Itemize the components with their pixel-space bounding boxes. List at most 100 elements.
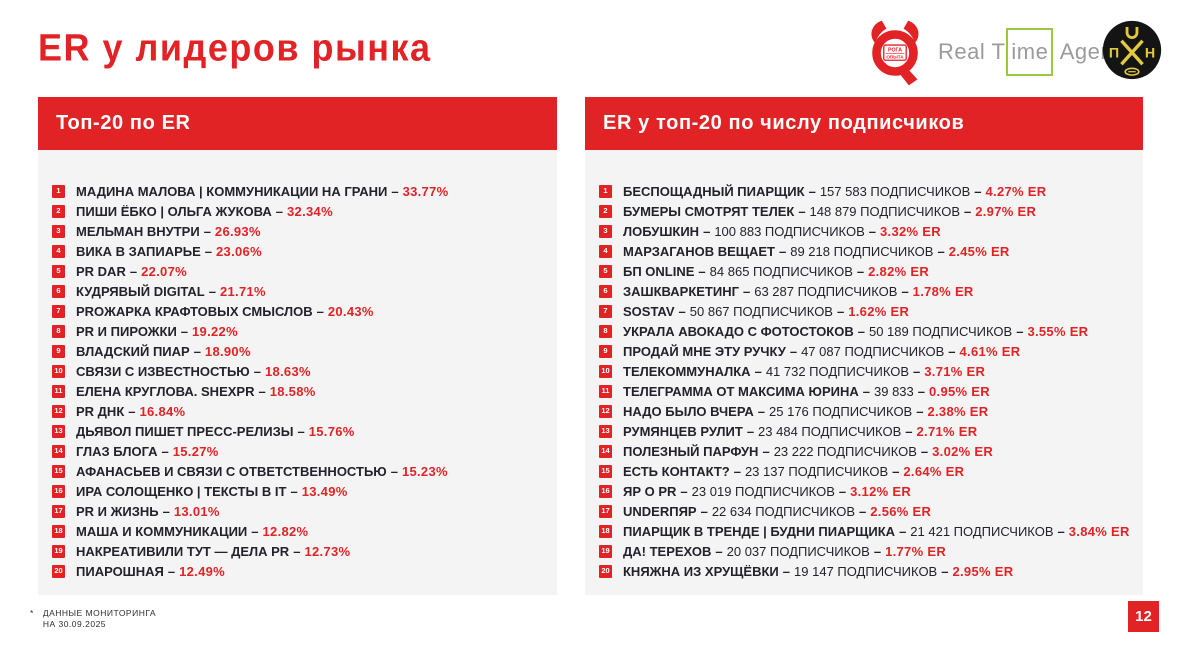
er-top20-subscribers-list: 1 БЕСПОЩАДНЫЙ ПИАРЩИК –157 583 ПОДПИСЧИКО… bbox=[585, 150, 1143, 581]
list-item: 15 ЕСТЬ КОНТАКТ? –23 137 ПОДПИСЧИКОВ –2.64… bbox=[599, 461, 1135, 481]
dash-separator: – bbox=[162, 503, 170, 519]
footnote-line1: ДАННЫЕ МОНИТОРИНГА bbox=[42, 608, 157, 618]
er-top20-subscribers-header: ER у топ-20 по числу подписчиков bbox=[585, 97, 1143, 150]
channel-name: ЗАШКВАРКЕТИНГ bbox=[623, 283, 739, 299]
rank-badge: 19 bbox=[52, 544, 65, 558]
channel-name: МЕЛЬМАН ВНУТРИ bbox=[76, 223, 200, 239]
pxn-letter-n: Н bbox=[1145, 45, 1155, 61]
rank-badge: 10 bbox=[599, 364, 612, 378]
rank-badge: 7 bbox=[52, 304, 65, 318]
top20-by-er-header: Топ-20 по ER bbox=[38, 97, 557, 150]
subscribers-count: 50 189 ПОДПИСЧИКОВ bbox=[868, 323, 1013, 339]
er-value: 3.12% ER bbox=[850, 483, 912, 499]
dash-separator: – bbox=[868, 223, 876, 239]
dash-separator: – bbox=[167, 563, 176, 579]
er-value: 18.90% bbox=[204, 343, 251, 359]
list-item-text: ТЕЛЕГРАММА ОТ МАКСИМА ЮРИНА –39 833–0.95%… bbox=[623, 384, 990, 399]
dash-separator: – bbox=[838, 483, 847, 499]
rank-badge: 6 bbox=[599, 284, 612, 298]
rank-badge: 12 bbox=[52, 404, 65, 418]
er-value: 4.27% ER bbox=[985, 183, 1047, 199]
subscribers-count: 39 833 bbox=[874, 383, 914, 399]
pxn-letter-p: П bbox=[1109, 45, 1119, 61]
rank-badge: 17 bbox=[52, 504, 65, 518]
list-item: 1 БЕСПОЩАДНЫЙ ПИАРЩИК –157 583 ПОДПИСЧИКО… bbox=[599, 181, 1135, 201]
list-item: 5 PR DAR –22.07% bbox=[52, 261, 549, 281]
channel-name: ЯР О PR bbox=[623, 483, 677, 499]
footnote-marker: * bbox=[30, 608, 34, 618]
dash-separator: – bbox=[715, 543, 723, 559]
er-value: 23.06% bbox=[216, 243, 262, 259]
dash-separator: – bbox=[391, 183, 399, 199]
er-value: 2.82% ER bbox=[868, 263, 930, 279]
er-value: 2.97% ER bbox=[975, 203, 1037, 219]
dash-separator: – bbox=[762, 443, 770, 459]
list-item: 20 КНЯЖНА ИЗ ХРУЩЁВКИ –19 147 ПОДПИСЧИКОВ… bbox=[599, 561, 1135, 581]
channel-name: НАДО БЫЛО ВЧЕРА bbox=[623, 403, 754, 419]
dash-separator: – bbox=[964, 203, 972, 219]
subscribers-count: 50 867 ПОДПИСЧИКОВ bbox=[689, 303, 833, 319]
dash-separator: – bbox=[857, 323, 865, 339]
dash-separator: – bbox=[180, 323, 189, 339]
list-item-text: НАДО БЫЛО ВЧЕРА –25 176 ПОДПИСЧИКОВ –2.38%… bbox=[623, 404, 988, 419]
er-value: 2.45% ER bbox=[948, 243, 1010, 259]
er-value: 2.64% ER bbox=[903, 463, 965, 479]
page-number-badge: 12 bbox=[1128, 601, 1159, 632]
list-item-text: УКРАЛА АВОКАДО С ФОТОСТОКОВ –50 189 ПОДПИ… bbox=[623, 324, 1088, 339]
list-item-text: МАДИНА МАЛОВА | КОММУНИКАЦИИ НА ГРАНИ –33… bbox=[76, 184, 448, 199]
list-item-text: МАША И КОММУНИКАЦИИ –12.82% bbox=[76, 524, 308, 539]
er-value: 1.62% ER bbox=[848, 303, 910, 319]
rank-badge: 14 bbox=[52, 444, 65, 458]
list-item: 10 ТЕЛЕКОММУНАЛКА –41 732 ПОДПИСЧИКОВ –3.7… bbox=[599, 361, 1135, 381]
rank-badge: 4 bbox=[52, 244, 65, 258]
list-item-text: БП ONLINE –84 865 ПОДПИСЧИКОВ –2.82% ER bbox=[623, 264, 929, 279]
rank-badge: 3 bbox=[52, 224, 65, 238]
er-value: 4.61% ER bbox=[959, 343, 1021, 359]
list-item: 8 УКРАЛА АВОКАДО С ФОТОСТОКОВ –50 189 ПОД… bbox=[599, 321, 1135, 341]
list-item-text: АФАНАСЬЕВ И СВЯЗИ С ОТВЕТСТВЕННОСТЬЮ –15.… bbox=[76, 464, 448, 479]
list-item: 19 ДА! ТЕРЕХОВ –20 037 ПОДПИСЧИКОВ –1.77% … bbox=[599, 541, 1135, 561]
dash-separator: – bbox=[836, 303, 845, 319]
channel-name: КУДРЯВЫЙ DIGITAL bbox=[76, 283, 205, 299]
subscribers-count: 22 634 ПОДПИСЧИКОВ bbox=[711, 503, 856, 519]
list-item: 16 ИРА СОЛОЩЕНКО | ТЕКСТЫ В IT –13.49% bbox=[52, 481, 549, 501]
rank-badge: 2 bbox=[599, 204, 612, 218]
channel-name: БЕСПОЩАДНЫЙ ПИАРЩИК bbox=[623, 183, 805, 199]
dash-separator: – bbox=[253, 363, 261, 379]
dash-separator: – bbox=[258, 383, 266, 399]
dash-separator: – bbox=[1016, 323, 1024, 339]
list-item: 2 ПИШИ ЁБКО | ОЛЬГА ЖУКОВА –32.34% bbox=[52, 201, 549, 221]
list-item: 18 ПИАРЩИК В ТРЕНДЕ | БУДНИ ПИАРЩИКА –21 … bbox=[599, 521, 1135, 541]
list-item: 2 БУМЕРЫ СМОТРЯТ ТЕЛЕК –148 879 ПОДПИСЧИК… bbox=[599, 201, 1135, 221]
rank-badge: 5 bbox=[52, 264, 65, 278]
rank-badge: 9 bbox=[52, 344, 65, 358]
channel-name: ЕСТЬ КОНТАКТ? bbox=[623, 463, 730, 479]
list-item-text: ПРОДАЙ МНЕ ЭТУ РУЧКУ –47 087 ПОДПИСЧИКОВ –… bbox=[623, 344, 1020, 359]
rank-badge: 13 bbox=[52, 424, 65, 438]
rank-badge: 1 bbox=[52, 184, 65, 198]
channel-name: ПИАРЩИК В ТРЕНДЕ | БУДНИ ПИАРЩИКА bbox=[623, 523, 896, 539]
channel-name: ВЛАДСКИЙ ПИАР bbox=[76, 343, 190, 359]
channel-name: КНЯЖНА ИЗ ХРУЩЁВКИ bbox=[623, 563, 779, 579]
list-item-text: ПИШИ ЁБКО | ОЛЬГА ЖУКОВА –32.34% bbox=[76, 204, 333, 219]
list-item-text: ДА! ТЕРЕХОВ –20 037 ПОДПИСЧИКОВ –1.77% ER bbox=[623, 544, 946, 559]
er-value: 15.23% bbox=[401, 463, 448, 479]
dash-separator: – bbox=[290, 483, 298, 499]
er-value: 33.77% bbox=[402, 183, 449, 199]
dash-separator: – bbox=[742, 283, 751, 299]
list-item-text: МЕЛЬМАН ВНУТРИ –26.93% bbox=[76, 224, 261, 239]
list-item-text: КНЯЖНА ИЗ ХРУЩЁВКИ –19 147 ПОДПИСЧИКОВ –2.… bbox=[623, 564, 1013, 579]
channel-name: ПИШИ ЁБКО | ОЛЬГА ЖУКОВА bbox=[76, 203, 272, 219]
list-item: 13 РУМЯНЦЕВ РУЛИТ –23 484 ПОДПИСЧИКОВ –2.7… bbox=[599, 421, 1135, 441]
list-item: 14 ГЛАЗ БЛОГА –15.27% bbox=[52, 441, 549, 461]
dash-separator: – bbox=[905, 423, 913, 439]
list-item: 5 БП ONLINE –84 865 ПОДПИСЧИКОВ –2.82% ER bbox=[599, 261, 1135, 281]
er-value: 18.58% bbox=[269, 383, 316, 399]
list-item: 12 PR ДНК –16.84% bbox=[52, 401, 549, 421]
list-item: 3 ЛОБУШКИН –100 883 ПОДПИСЧИКОВ –3.32% ER bbox=[599, 221, 1135, 241]
rank-badge: 15 bbox=[52, 464, 65, 478]
dash-separator: – bbox=[251, 523, 259, 539]
list-item-text: ПИАРЩИК В ТРЕНДЕ | БУДНИ ПИАРЩИКА –21 421… bbox=[623, 524, 1130, 539]
dash-separator: – bbox=[937, 243, 945, 259]
list-item-text: ПИАРОШНАЯ –12.49% bbox=[76, 564, 225, 579]
